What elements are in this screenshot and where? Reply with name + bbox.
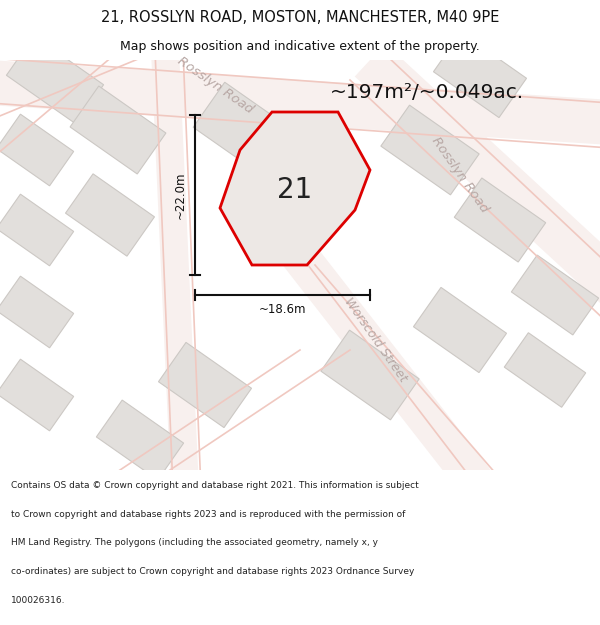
Polygon shape: [355, 44, 600, 316]
Text: ~22.0m: ~22.0m: [174, 171, 187, 219]
Polygon shape: [0, 276, 74, 348]
Polygon shape: [321, 330, 419, 420]
Polygon shape: [158, 342, 251, 428]
Text: 21: 21: [277, 176, 313, 204]
Text: 100026316.: 100026316.: [11, 596, 65, 604]
Text: ~18.6m: ~18.6m: [259, 303, 306, 316]
Polygon shape: [193, 82, 297, 178]
Polygon shape: [0, 114, 74, 186]
Text: Rosslyn Road: Rosslyn Road: [429, 135, 491, 215]
Text: to Crown copyright and database rights 2023 and is reproduced with the permissio: to Crown copyright and database rights 2…: [11, 509, 405, 519]
Polygon shape: [0, 194, 74, 266]
Text: Map shows position and indicative extent of the property.: Map shows position and indicative extent…: [120, 40, 480, 53]
Text: Rosslyn Road: Rosslyn Road: [175, 54, 255, 116]
Polygon shape: [7, 36, 104, 124]
Polygon shape: [433, 32, 527, 118]
Polygon shape: [0, 58, 600, 148]
Text: 21, ROSSLYN ROAD, MOSTON, MANCHESTER, M40 9PE: 21, ROSSLYN ROAD, MOSTON, MANCHESTER, M4…: [101, 11, 499, 26]
Text: Worscold Street: Worscold Street: [341, 296, 409, 384]
Polygon shape: [381, 105, 479, 195]
Polygon shape: [504, 332, 586, 408]
Text: co-ordinates) are subject to Crown copyright and database rights 2023 Ordnance S: co-ordinates) are subject to Crown copyr…: [11, 567, 414, 576]
Text: HM Land Registry. The polygons (including the associated geometry, namely x, y: HM Land Registry. The polygons (includin…: [11, 538, 378, 548]
Polygon shape: [413, 288, 506, 372]
Text: ~197m²/~0.049ac.: ~197m²/~0.049ac.: [330, 83, 524, 102]
Polygon shape: [454, 178, 546, 262]
Polygon shape: [65, 174, 154, 256]
Polygon shape: [70, 86, 166, 174]
Polygon shape: [0, 359, 74, 431]
Polygon shape: [97, 400, 184, 480]
Polygon shape: [151, 49, 199, 491]
Polygon shape: [220, 112, 370, 265]
Polygon shape: [280, 238, 505, 512]
Text: Contains OS data © Crown copyright and database right 2021. This information is : Contains OS data © Crown copyright and d…: [11, 481, 419, 490]
Polygon shape: [511, 255, 599, 335]
